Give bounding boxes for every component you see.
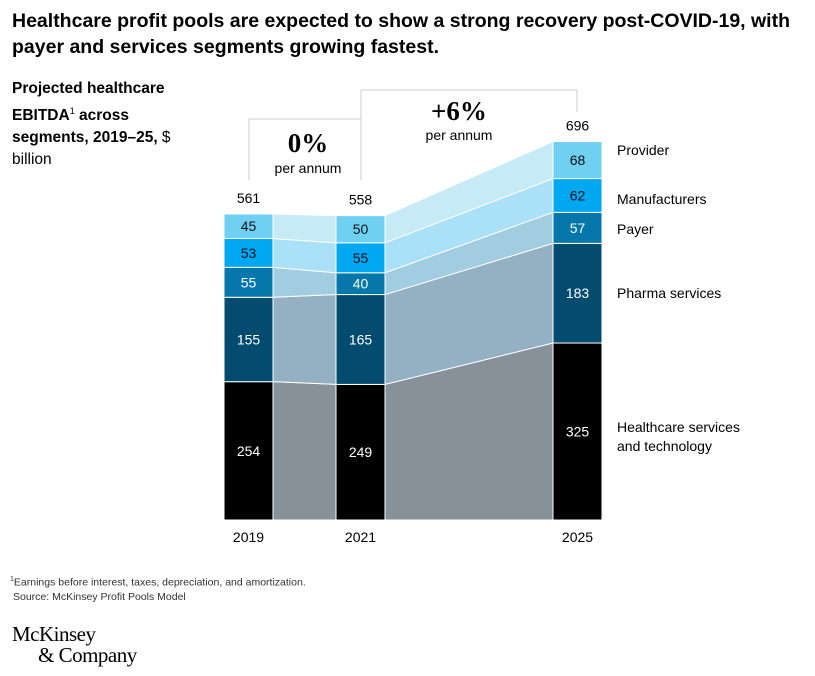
chart-subtitle: Projected healthcare EBITDA1 across segm… [12, 78, 202, 171]
connector-healthcare-services-and-technology [272, 213, 337, 244]
segment-label: 62 [570, 187, 586, 203]
segment-label: 325 [566, 424, 590, 440]
legend-label: Payer [617, 221, 654, 237]
total-label: 561 [237, 190, 261, 206]
bar-segment [223, 237, 274, 268]
segment-label: 53 [241, 245, 257, 261]
bar-segment [335, 215, 386, 244]
segment-label: 45 [241, 218, 257, 234]
segment-label: 55 [353, 250, 369, 266]
segment-label: 155 [237, 331, 261, 347]
growth-rate-value: +6% [431, 96, 487, 126]
subtitle-sup: 1 [69, 106, 75, 116]
footnote: Earnings before interest, taxes, depreci… [13, 576, 306, 589]
connector-provider [272, 381, 337, 521]
growth-rate-value: 0% [288, 128, 329, 158]
logo-line-2: & Company [38, 643, 137, 667]
bar-segment [335, 242, 386, 274]
segment-label: 165 [349, 331, 373, 347]
growth-rate-text: per annum [426, 127, 493, 143]
bar-segment [552, 342, 603, 521]
footnotes: 1Earnings before interest, taxes, deprec… [10, 573, 306, 604]
source: Source: McKinsey Profit Pools Model [13, 590, 186, 603]
segment-label: 183 [566, 285, 590, 301]
legend-label: Healthcare services [617, 419, 740, 435]
x-tick-label: 2019 [233, 529, 264, 545]
subtitle-bold: Projected healthcare EBITDA [12, 80, 165, 125]
segment-label: 57 [570, 220, 586, 236]
segment-label: 40 [353, 276, 369, 292]
subtitle-unit: $ billion [12, 129, 171, 169]
bracket-2021-2025 [360, 89, 578, 119]
legend-label: Manufacturers [617, 191, 706, 207]
x-tick-label: 2021 [345, 529, 376, 545]
bar-segment [552, 242, 603, 344]
segment-label: 249 [349, 444, 373, 460]
bar-segment [335, 294, 386, 385]
bar-segment [223, 296, 274, 383]
legend-label: Pharma services [617, 285, 721, 301]
mckinsey-logo: McKinsey & Company [12, 624, 137, 666]
connector-manufacturers [272, 294, 337, 385]
bar-segment [335, 383, 386, 521]
bar-segment [552, 211, 603, 244]
total-label: 558 [349, 192, 373, 208]
legend-label: Provider [617, 142, 669, 158]
bar-segment [223, 266, 274, 298]
bracket-2019-2021 [248, 118, 362, 180]
segment-label: 254 [237, 443, 261, 459]
segment-label: 68 [570, 152, 586, 168]
x-tick-label: 2025 [562, 529, 593, 545]
growth-rate-text: per annum [275, 160, 342, 176]
footnote-mark: 1 [10, 576, 14, 583]
bar-segment [223, 213, 274, 239]
segment-label: 55 [241, 274, 257, 290]
subtitle-bold2: across segments, 2019–25, [12, 107, 158, 147]
bar-segment [552, 178, 603, 213]
logo-line-1: McKinsey [12, 622, 96, 646]
bar-segment [552, 141, 603, 180]
connector-pharma-services [272, 237, 337, 274]
segment-label: 50 [353, 221, 369, 237]
bar-segment [223, 381, 274, 521]
chart-title: Healthcare profit pools are expected to … [12, 10, 791, 58]
total-label: 696 [566, 118, 590, 134]
legend-label: and technology [617, 438, 712, 454]
